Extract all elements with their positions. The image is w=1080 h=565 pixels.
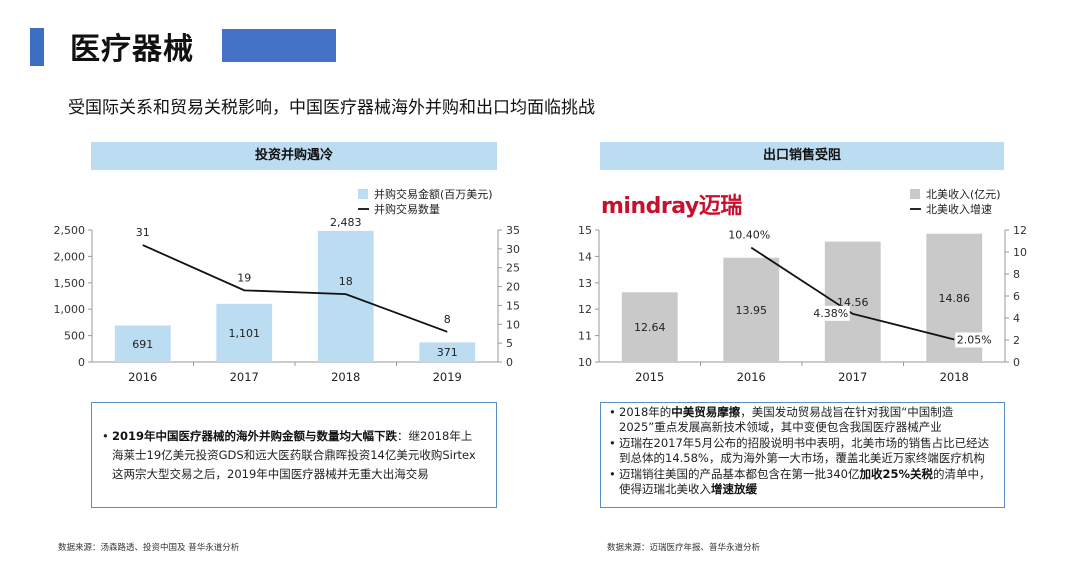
left-axis-tick-label: 2,000 xyxy=(54,250,86,263)
x-axis-tick-label: 2015 xyxy=(635,370,664,384)
right-note-box: • 2018年的中美贸易摩擦，美国发动贸易战旨在针对我国“中国制造2025”重点发… xyxy=(600,402,1005,508)
bar-value-label: 1,101 xyxy=(229,327,261,340)
left-axis-tick-label: 1,000 xyxy=(54,303,86,316)
right-axis-tick-label: 10 xyxy=(1013,246,1027,259)
bar xyxy=(419,342,476,362)
x-axis-tick-label: 2018 xyxy=(940,370,969,384)
line-value-label: 2.05% xyxy=(957,333,992,346)
bar-value-label: 371 xyxy=(437,346,458,359)
x-axis-tick-label: 2017 xyxy=(230,370,259,384)
line-value-label: 31 xyxy=(136,226,150,239)
right-note-item: • 迈瑞在2017年5月公布的招股说明书中表明，北美市场的销售占比已经达到总体的1… xyxy=(609,436,990,465)
left-axis-tick-label: 15 xyxy=(578,224,592,237)
right-axis-tick-label: 25 xyxy=(506,262,520,275)
right-axis-tick-label: 0 xyxy=(1013,356,1020,369)
x-axis-tick-label: 2019 xyxy=(433,370,462,384)
line-label-bg xyxy=(811,305,850,321)
left-axis-tick-label: 0 xyxy=(78,356,85,369)
left-note-text: ：继2018年上海莱士19亿美元投资GDS和远大医药联合鼎晖投资14亿美元收购S… xyxy=(112,429,476,481)
line-value-label: 18 xyxy=(339,275,353,288)
right-axis-tick-label: 10 xyxy=(506,318,520,331)
right-axis-tick-label: 8 xyxy=(1013,268,1020,281)
line-value-label: 4.38% xyxy=(813,307,848,320)
left-axis-tick-label: 11 xyxy=(578,330,592,343)
legend-line-label: 并购交易数量 xyxy=(374,202,440,216)
left-axis-tick-label: 2,500 xyxy=(54,224,86,237)
mindray-logo: mindray迈瑞 xyxy=(601,194,742,219)
right-note-item: • 2018年的中美贸易摩擦，美国发动贸易战旨在针对我国“中国制造2025”重点发… xyxy=(609,405,954,434)
legend-bar-label: 并购交易金额(百万美元) xyxy=(374,187,493,201)
right-axis-tick-label: 2 xyxy=(1013,334,1020,347)
right-panel-heading: 出口销售受阻 xyxy=(600,142,1004,170)
bar-value-label: 14.86 xyxy=(939,292,971,305)
page-title: 医疗器械 xyxy=(70,32,194,67)
right-axis-tick-label: 15 xyxy=(506,299,520,312)
series-line xyxy=(142,244,448,333)
bar xyxy=(216,303,273,362)
left-note-item: • 2019年中国医疗器械的海外并购金额与数量均大幅下跌：继2018年上海莱士19… xyxy=(102,429,476,481)
right-chart: 10 11 12 13 14 15 0 2 4 6 8 10 12 2015 2016 2017 2018 12.… xyxy=(578,187,1027,384)
left-axis-tick-label: 10 xyxy=(578,356,592,369)
x-axis-tick-label: 2016 xyxy=(128,370,157,384)
line-label-bg xyxy=(955,332,994,348)
left-source: 数据来源：汤森路透、投资中国及 普华永道分析 xyxy=(58,543,240,553)
title-accent-bar xyxy=(30,28,44,66)
line-value-label: 10.40% xyxy=(728,229,770,242)
series-line xyxy=(750,246,955,341)
right-axis-tick-label: 0 xyxy=(506,356,513,369)
bar-value-label: 12.64 xyxy=(634,321,666,334)
bar xyxy=(114,325,171,362)
x-axis-tick-label: 2018 xyxy=(331,370,360,384)
right-source: 数据来源：迈瑞医疗年报、普华永道分析 xyxy=(607,543,761,553)
left-note-bold: 2019年中国医疗器械的海外并购金额与数量均大幅下跌 xyxy=(112,429,398,443)
line-value-label: 8 xyxy=(444,313,451,326)
bar xyxy=(621,292,678,362)
right-axis-tick-label: 5 xyxy=(506,337,513,350)
left-axis-tick-label: 13 xyxy=(578,277,592,290)
x-axis-tick-label: 2016 xyxy=(737,370,766,384)
right-axis-tick-label: 35 xyxy=(506,224,520,237)
left-axis-tick-label: 12 xyxy=(578,303,592,316)
right-note-item: • 迈瑞销往美国的产品基本都包含在第一批340亿加收25%关税的清单中，使得迈瑞北… xyxy=(609,467,991,496)
right-axis-tick-label: 4 xyxy=(1013,312,1020,325)
left-panel-heading: 投资并购遇冷 xyxy=(91,142,497,170)
left-note-box: • 2019年中国医疗器械的海外并购金额与数量均大幅下跌：继2018年上海莱士19… xyxy=(91,402,497,508)
bar xyxy=(723,257,780,362)
left-chart: 0 500 1,000 1,500 2,000 2,500 0 5 10 15 20 25 30 35 20… xyxy=(54,187,521,384)
bar-value-label: 691 xyxy=(132,338,153,351)
bar-value-label: 14.56 xyxy=(837,296,869,309)
right-axis-tick-label: 12 xyxy=(1013,224,1027,237)
title-decoration-bar xyxy=(222,29,336,62)
right-axis-tick-label: 20 xyxy=(506,281,520,294)
right-axis-tick-label: 6 xyxy=(1013,290,1020,303)
left-axis-tick-label: 1,500 xyxy=(54,277,86,290)
bar-value-label: 13.95 xyxy=(736,304,768,317)
line-value-label: 19 xyxy=(237,271,251,284)
left-axis-tick-label: 500 xyxy=(64,330,85,343)
right-axis-tick-label: 30 xyxy=(506,243,520,256)
legend-bar-swatch xyxy=(910,189,920,199)
legend-line-label: 北美收入增速 xyxy=(926,202,992,216)
bar-value-label: 2,483 xyxy=(330,216,362,229)
legend-bar-label: 北美收入(亿元) xyxy=(926,187,1001,201)
legend-bar-swatch xyxy=(358,189,368,199)
x-axis-tick-label: 2017 xyxy=(838,370,867,384)
bar xyxy=(317,230,374,362)
page-subtitle: 受国际关系和贸易关税影响，中国医疗器械海外并购和出口均面临挑战 xyxy=(68,98,595,118)
left-axis-tick-label: 14 xyxy=(578,250,592,263)
